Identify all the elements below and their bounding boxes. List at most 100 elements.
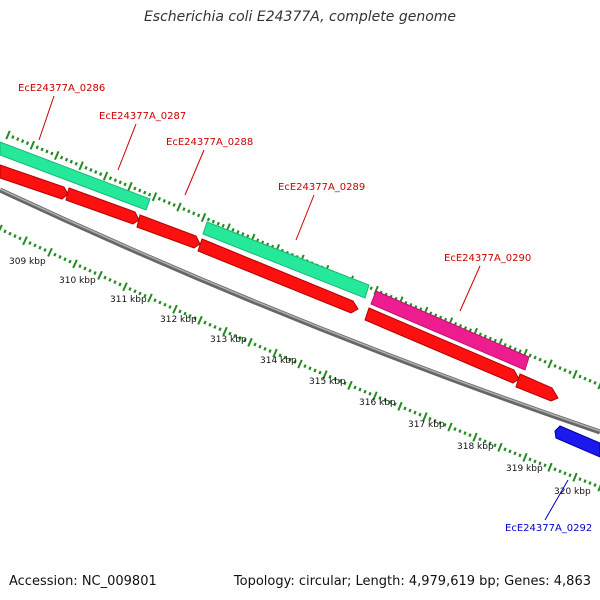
feature-cds-0290[interactable] (364, 307, 520, 384)
inner-tick-minor (383, 398, 387, 402)
inner-tick-minor (178, 309, 182, 314)
inner-tick-minor (378, 396, 382, 400)
inner-tick-major (172, 304, 178, 314)
inner-tick-minor (368, 391, 372, 396)
outer-tick-minor (197, 213, 201, 218)
outer-tick-minor (503, 342, 507, 347)
outer-tick-minor (538, 357, 542, 362)
outer-tick-minor (513, 347, 517, 351)
inner-tick-minor (218, 327, 222, 332)
outer-tick-minor (221, 223, 225, 228)
inner-tick-minor (578, 477, 582, 482)
outer-tick-major (102, 171, 109, 181)
inner-tick-minor (8, 231, 12, 236)
kbp-label: 318 kbp (457, 442, 494, 452)
inner-tick-minor (343, 381, 347, 386)
inner-tick-minor (188, 313, 192, 318)
feature-cds-0288[interactable] (136, 214, 201, 249)
outer-tick-minor (25, 141, 30, 146)
inner-tick-major (22, 236, 28, 246)
feature-rna-0289[interactable] (202, 221, 370, 299)
feature-cds-0291[interactable] (515, 373, 559, 402)
inner-tick-minor (458, 429, 462, 433)
inner-tick-minor (543, 463, 547, 468)
outer-tick-major (127, 181, 133, 191)
inner-tick-minor (113, 280, 117, 285)
genome-backbone (0, 187, 600, 435)
inner-tick-minor (538, 461, 542, 466)
inner-tick-major (422, 412, 428, 422)
outer-tick-minor (143, 190, 147, 195)
outer-tick-minor (11, 135, 15, 139)
inner-tick-major (47, 247, 53, 257)
inner-tick-minor (338, 379, 342, 384)
gene-label[interactable]: EcE24377A_0290 (444, 253, 531, 264)
gene-label[interactable]: EcE24377A_0289 (278, 182, 365, 193)
outer-tick-minor (508, 345, 512, 349)
inner-tick-minor (243, 338, 247, 343)
feature-rna-0286-0287[interactable] (0, 141, 151, 211)
inner-tick-major (347, 380, 353, 390)
inner-tick-minor (388, 400, 392, 405)
outer-tick-minor (20, 139, 25, 144)
inner-tick-minor (428, 416, 432, 421)
outer-tick-minor (231, 227, 235, 232)
inner-tick-minor (563, 471, 567, 476)
feature-rna-0290[interactable] (370, 290, 530, 371)
map-title: Escherichia coli E24377A, complete genom… (143, 9, 457, 25)
gene-label[interactable]: EcE24377A_0288 (166, 137, 253, 148)
feature-cds-0286[interactable] (0, 164, 69, 200)
outer-tick-minor (35, 145, 39, 150)
outer-tick-minor (216, 221, 220, 226)
feature-cds-0292[interactable] (554, 425, 600, 458)
inner-tick-minor (128, 287, 132, 291)
inner-tick-minor (268, 349, 272, 353)
outer-tick-minor (241, 232, 245, 236)
inner-tick-minor (568, 473, 572, 478)
feature-cds-0287[interactable] (65, 187, 140, 225)
inner-tick-minor (163, 302, 167, 307)
inner-tick-major (397, 401, 403, 411)
inner-tick-major (472, 432, 478, 442)
gene-label[interactable]: EcE24377A_0286 (18, 83, 105, 94)
leader-line (459, 265, 481, 312)
kbp-label: 320 kbp (554, 487, 591, 497)
inner-tick-minor (228, 331, 232, 336)
inner-tick-minor (118, 282, 122, 287)
outer-tick-minor (94, 170, 98, 174)
inner-tick-major (72, 259, 78, 269)
inner-tick-minor (43, 248, 47, 252)
inner-tick-minor (28, 241, 32, 245)
inner-tick-track (0, 224, 600, 492)
inner-tick-minor (213, 325, 217, 329)
kbp-label: 316 kbp (359, 398, 396, 408)
inner-tick-minor (443, 423, 447, 427)
inner-tick-minor (333, 377, 337, 381)
outer-tick-minor (133, 186, 137, 191)
gene-label[interactable]: EcE24377A_0287 (99, 111, 186, 122)
kbp-label: 313 kbp (210, 335, 247, 345)
inner-tick-minor (553, 467, 557, 472)
accession-text: Accession: NC_009801 (9, 574, 157, 589)
inner-tick-minor (108, 277, 112, 282)
inner-tick-minor (483, 439, 487, 444)
genome-backbone-highlight (0, 188, 600, 432)
gene-label[interactable]: EcE24377A_0292 (505, 523, 592, 534)
inner-tick-minor (518, 453, 522, 458)
inner-tick-minor (328, 374, 332, 379)
inner-tick-minor (318, 370, 322, 375)
inner-tick-minor (88, 268, 92, 273)
inner-tick-minor (293, 359, 297, 364)
leader-line (117, 123, 137, 171)
inner-tick-minor (78, 264, 82, 269)
feature-cds-0289[interactable] (197, 238, 359, 314)
kbp-label: 319 kbp (506, 464, 543, 474)
outer-tick-minor (89, 168, 93, 172)
inner-tick-minor (68, 259, 72, 264)
inner-tick-minor (438, 420, 442, 425)
outer-tick-minor (50, 151, 54, 156)
inner-tick-major (597, 484, 600, 492)
inner-tick-minor (58, 255, 62, 259)
outer-tick-minor (113, 178, 117, 183)
outer-tick-minor (99, 172, 103, 176)
